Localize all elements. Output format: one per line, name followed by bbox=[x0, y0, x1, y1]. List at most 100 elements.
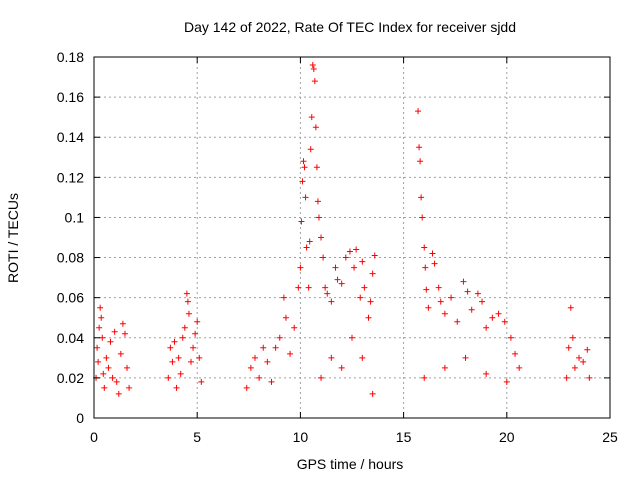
data-point bbox=[322, 284, 329, 291]
data-point bbox=[507, 334, 514, 341]
data-point bbox=[95, 358, 102, 365]
data-point bbox=[441, 364, 448, 371]
data-point bbox=[295, 284, 302, 291]
data-point bbox=[338, 364, 345, 371]
data-point bbox=[103, 354, 110, 361]
data-point bbox=[194, 318, 201, 325]
data-point bbox=[260, 344, 267, 351]
data-point bbox=[305, 284, 312, 291]
data-point bbox=[468, 306, 475, 313]
data-point bbox=[190, 344, 197, 351]
data-point bbox=[109, 374, 116, 381]
data-point bbox=[179, 334, 186, 341]
data-point bbox=[119, 320, 126, 327]
x-tick-label: 10 bbox=[293, 429, 309, 445]
data-point bbox=[342, 254, 349, 261]
y-tick-label: 0.08 bbox=[57, 250, 84, 266]
data-point bbox=[423, 286, 430, 293]
data-point bbox=[571, 364, 578, 371]
data-point bbox=[196, 354, 203, 361]
data-point bbox=[320, 254, 327, 261]
data-point bbox=[298, 218, 305, 225]
data-point bbox=[256, 374, 263, 381]
y-axis-label: ROTI / TECUs bbox=[5, 193, 21, 283]
data-point bbox=[303, 244, 310, 251]
data-point bbox=[437, 298, 444, 305]
data-point bbox=[318, 234, 325, 241]
x-tick-label: 25 bbox=[602, 429, 618, 445]
data-point bbox=[287, 350, 294, 357]
data-point bbox=[282, 314, 289, 321]
data-point bbox=[94, 344, 101, 351]
data-point bbox=[313, 164, 320, 171]
data-point bbox=[115, 390, 122, 397]
data-point bbox=[460, 278, 467, 285]
data-point bbox=[479, 298, 486, 305]
data-point bbox=[297, 264, 304, 271]
data-point bbox=[425, 304, 432, 311]
data-point bbox=[501, 318, 508, 325]
data-point bbox=[311, 78, 318, 85]
data-point bbox=[464, 288, 471, 295]
data-point bbox=[117, 350, 124, 357]
data-point bbox=[268, 378, 275, 385]
data-point bbox=[188, 358, 195, 365]
data-point bbox=[416, 144, 423, 151]
data-point bbox=[97, 304, 104, 311]
y-tick-label: 0 bbox=[76, 410, 84, 426]
data-point bbox=[299, 178, 306, 185]
data-point bbox=[167, 344, 174, 351]
y-tick-label: 0.18 bbox=[57, 49, 84, 65]
data-point bbox=[302, 194, 309, 201]
data-point bbox=[99, 334, 106, 341]
data-point bbox=[441, 310, 448, 317]
data-point bbox=[328, 354, 335, 361]
data-point bbox=[418, 194, 425, 201]
y-tick-label: 0.1 bbox=[65, 209, 85, 225]
data-point bbox=[474, 290, 481, 297]
data-point bbox=[435, 284, 442, 291]
axis-ticks: 0 0.02 0.04 0.06 0.08 0.1 0.12 0.14 0.16 0.18 0 5 10… bbox=[57, 49, 618, 445]
data-point bbox=[126, 384, 133, 391]
data-point bbox=[165, 374, 172, 381]
data-point bbox=[454, 318, 461, 325]
data-point bbox=[251, 354, 258, 361]
data-point bbox=[185, 310, 192, 317]
data-point bbox=[309, 62, 316, 69]
data-point bbox=[328, 298, 335, 305]
data-point bbox=[369, 390, 376, 397]
data-point bbox=[346, 248, 353, 255]
y-tick-label: 0.16 bbox=[57, 89, 84, 105]
data-point bbox=[121, 330, 128, 337]
data-point bbox=[431, 260, 438, 267]
data-point bbox=[349, 334, 355, 341]
data-point bbox=[419, 214, 426, 221]
data-points bbox=[93, 62, 593, 397]
data-point bbox=[314, 198, 321, 205]
data-point bbox=[563, 374, 570, 381]
data-point bbox=[586, 374, 593, 381]
data-point bbox=[169, 358, 176, 365]
data-point bbox=[334, 276, 341, 283]
data-point bbox=[318, 374, 325, 381]
data-point bbox=[369, 270, 376, 277]
x-axis-label: GPS time / hours bbox=[297, 456, 404, 472]
data-point bbox=[183, 290, 190, 297]
data-point bbox=[324, 290, 331, 297]
data-point bbox=[301, 164, 308, 171]
data-point bbox=[107, 338, 114, 345]
data-point bbox=[264, 358, 271, 365]
data-point bbox=[483, 324, 490, 331]
data-point bbox=[307, 146, 314, 153]
gridlines bbox=[94, 57, 610, 418]
data-point bbox=[495, 310, 502, 317]
data-point bbox=[365, 314, 372, 321]
data-point bbox=[332, 264, 339, 271]
data-point bbox=[353, 246, 360, 253]
data-point bbox=[247, 364, 254, 371]
data-point bbox=[192, 330, 199, 337]
x-tick-label: 15 bbox=[396, 429, 412, 445]
data-point bbox=[429, 250, 436, 257]
data-point bbox=[124, 364, 131, 371]
x-tick-label: 5 bbox=[193, 429, 201, 445]
